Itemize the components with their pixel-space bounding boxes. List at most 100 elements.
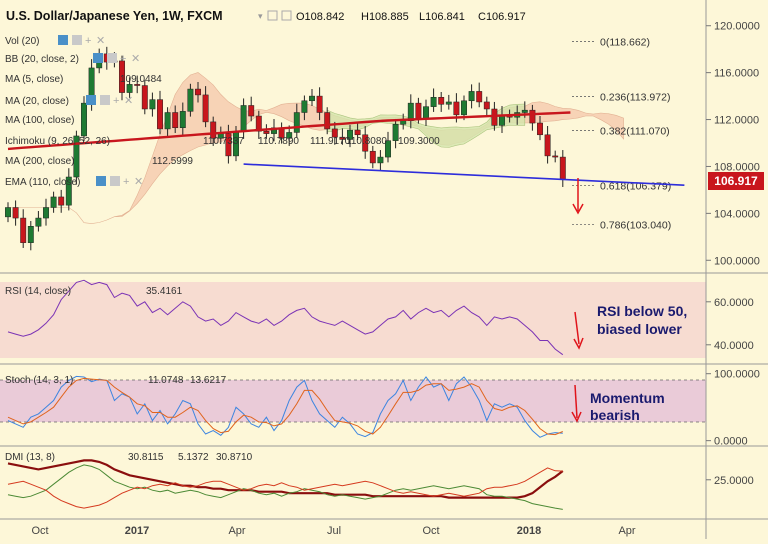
legend-ichimoku: Ichimoku (9, 26, 52, 26) bbox=[5, 136, 110, 147]
fib-label-4: 0.786(103.040) bbox=[600, 220, 671, 232]
stoch-band bbox=[0, 380, 706, 422]
candle bbox=[347, 129, 353, 140]
close-icon[interactable]: ✕ bbox=[134, 176, 143, 188]
add-icon[interactable]: + bbox=[85, 35, 91, 47]
gear-icon[interactable] bbox=[100, 95, 110, 105]
candle bbox=[119, 60, 125, 93]
add-icon[interactable]: + bbox=[123, 176, 129, 188]
price-tick-label-2: 108.0000 bbox=[714, 161, 760, 173]
candle bbox=[20, 217, 27, 243]
chart-title: U.S. Dollar/Japanese Yen, 1W, FXCM bbox=[6, 9, 223, 23]
legend-ma5: MA (5, close) bbox=[5, 74, 63, 85]
candle bbox=[73, 135, 80, 178]
legend-ichimoku-value-1: 110.7337 bbox=[203, 136, 244, 147]
candlesticks[interactable] bbox=[5, 46, 566, 251]
ohlc-close: C106.917 bbox=[478, 11, 526, 23]
eye-icon[interactable] bbox=[86, 95, 96, 105]
stoch-annotation-line-2: bearish bbox=[590, 407, 640, 423]
candle bbox=[43, 207, 49, 219]
x-label-apr-2017: Apr bbox=[228, 525, 245, 537]
candle bbox=[58, 196, 65, 206]
fib-label-2: 0.382(111.070) bbox=[600, 125, 670, 137]
candle bbox=[461, 100, 467, 116]
stoch-tick-label-0: 0.0000 bbox=[714, 436, 748, 448]
dmi-plus-di-path bbox=[7, 464, 563, 510]
legend-ma200-value: 112.5999 bbox=[152, 156, 193, 167]
gear-icon[interactable] bbox=[281, 10, 292, 21]
last-price-label: 106.917 bbox=[714, 174, 758, 188]
price-down-arrow bbox=[572, 178, 584, 215]
candle bbox=[331, 128, 338, 138]
price-axis-background bbox=[706, 0, 768, 539]
candle bbox=[263, 131, 270, 134]
legend-vol-icons[interactable]: + ✕ bbox=[58, 35, 105, 47]
candle bbox=[157, 99, 163, 130]
rsi-annotation-line-1: RSI below 50, bbox=[597, 303, 687, 319]
close-icon[interactable]: ✕ bbox=[131, 53, 140, 65]
chevron-down-icon[interactable]: ▾ bbox=[258, 11, 263, 21]
candle bbox=[537, 122, 543, 136]
close-icon[interactable]: ✕ bbox=[96, 35, 105, 47]
legend-rsi: RSI (14, close) bbox=[5, 286, 71, 297]
stoch-axis-ticks: 0.0000 100.0000 bbox=[706, 369, 760, 448]
legend-rsi-value: 35.4161 bbox=[146, 286, 183, 297]
dmi-adx-path bbox=[7, 459, 564, 499]
candle bbox=[529, 109, 536, 124]
add-icon[interactable]: + bbox=[113, 95, 119, 107]
candle bbox=[50, 196, 57, 208]
legend-ma200: MA (200, close) bbox=[5, 156, 74, 167]
legend-stoch-d-value: 13.6217 bbox=[190, 375, 227, 386]
legend-stoch-k-value: 11.0748 bbox=[148, 375, 184, 386]
candle bbox=[81, 102, 87, 137]
candle bbox=[195, 88, 201, 96]
legend-ma20-icons[interactable]: + ✕ bbox=[86, 95, 133, 107]
rsi-line bbox=[7, 279, 564, 356]
candle bbox=[385, 140, 391, 158]
gear-icon[interactable] bbox=[110, 176, 120, 186]
ma200-line bbox=[7, 111, 571, 151]
price-tick-label-1: 104.0000 bbox=[714, 208, 760, 220]
fib-label-0: 0(118.662) bbox=[600, 36, 650, 48]
x-label-apr-2018: Apr bbox=[618, 525, 635, 537]
candle bbox=[521, 109, 528, 113]
ohlc-open: O108.842 bbox=[296, 11, 344, 23]
candle bbox=[438, 97, 445, 105]
candle bbox=[377, 156, 384, 164]
eye-icon[interactable] bbox=[58, 35, 68, 45]
candle bbox=[544, 134, 551, 157]
candle bbox=[255, 115, 262, 132]
legend-ema-icons[interactable]: + ✕ bbox=[96, 176, 143, 188]
candle bbox=[202, 94, 209, 123]
candle bbox=[468, 91, 475, 102]
time-axis-labels: Oct 2017 Apr Jul Oct 2018 Apr bbox=[31, 525, 635, 537]
legend-bb: BB (20, close, 2) bbox=[5, 54, 79, 65]
legend-ma20: MA (20, close) bbox=[5, 96, 69, 107]
gear-icon[interactable] bbox=[107, 53, 117, 63]
eye-icon[interactable] bbox=[93, 53, 103, 63]
candle bbox=[407, 102, 414, 121]
stoch-down-arrow bbox=[571, 384, 582, 423]
candle bbox=[339, 136, 346, 140]
legend-ichimoku-value-5: 109.3000 bbox=[398, 136, 440, 147]
trendline[interactable] bbox=[243, 163, 685, 187]
candle bbox=[134, 84, 141, 86]
legend-ma100: MA (100, close) bbox=[5, 115, 74, 126]
chart-header: U.S. Dollar/Japanese Yen, 1W, FXCM ▾ O10… bbox=[6, 9, 526, 23]
add-icon[interactable]: + bbox=[120, 53, 126, 65]
gear-icon[interactable] bbox=[72, 35, 82, 45]
candle bbox=[210, 121, 217, 139]
close-icon[interactable]: ✕ bbox=[124, 95, 133, 107]
legend-ma5-value: 109.0484 bbox=[120, 74, 162, 85]
legend-bb-icons[interactable]: + ✕ bbox=[93, 53, 140, 65]
price-axis-ticks: 100.0000 104.0000 108.0000 112.0000 116.0000… bbox=[706, 21, 760, 267]
legend-dmi-value-2: 5.1372 bbox=[178, 452, 209, 463]
dmi-tick-label-0: 25.0000 bbox=[714, 475, 754, 487]
eye-icon[interactable] bbox=[96, 176, 106, 186]
candle bbox=[430, 97, 437, 107]
indicator-legends: Vol (20) + ✕ BB (20, close, 2) + ✕ MA (5… bbox=[5, 35, 440, 463]
candle bbox=[392, 123, 399, 141]
price-tick-label-3: 112.0000 bbox=[714, 115, 759, 127]
settings-icon[interactable] bbox=[267, 10, 278, 21]
